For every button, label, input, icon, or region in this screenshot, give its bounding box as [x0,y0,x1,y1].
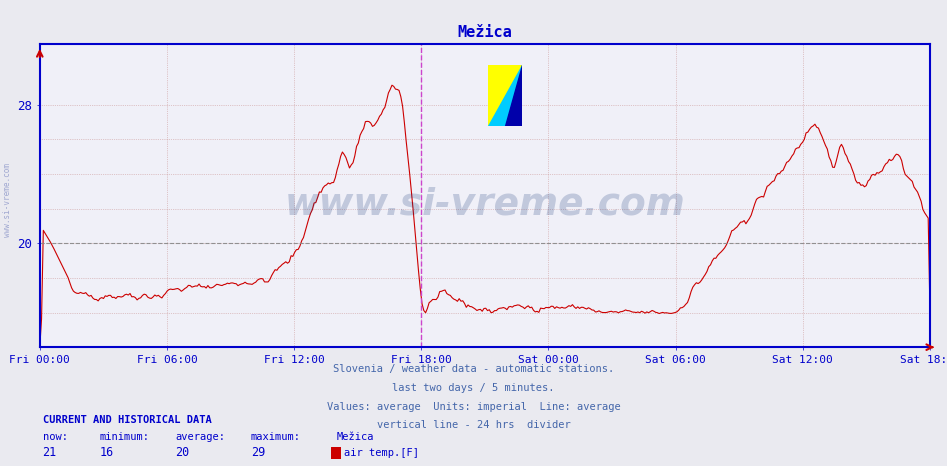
Text: CURRENT AND HISTORICAL DATA: CURRENT AND HISTORICAL DATA [43,415,211,425]
Text: 21: 21 [43,446,57,459]
Polygon shape [489,65,522,126]
Title: Mežica: Mežica [457,25,512,41]
Text: last two days / 5 minutes.: last two days / 5 minutes. [392,383,555,393]
Text: minimum:: minimum: [99,432,150,442]
Text: www.si-vreme.com: www.si-vreme.com [3,164,12,237]
Text: vertical line - 24 hrs  divider: vertical line - 24 hrs divider [377,420,570,430]
Text: now:: now: [43,432,67,442]
Text: average:: average: [175,432,225,442]
Polygon shape [506,65,522,126]
Text: www.si-vreme.com: www.si-vreme.com [284,187,686,223]
Text: maximum:: maximum: [251,432,301,442]
Text: Mežica: Mežica [336,432,374,442]
Text: 29: 29 [251,446,265,459]
Text: 16: 16 [99,446,114,459]
Text: Values: average  Units: imperial  Line: average: Values: average Units: imperial Line: av… [327,402,620,411]
Text: 20: 20 [175,446,189,459]
Text: air temp.[F]: air temp.[F] [344,448,419,458]
Text: Slovenia / weather data - automatic stations.: Slovenia / weather data - automatic stat… [333,364,614,374]
Polygon shape [489,65,522,126]
